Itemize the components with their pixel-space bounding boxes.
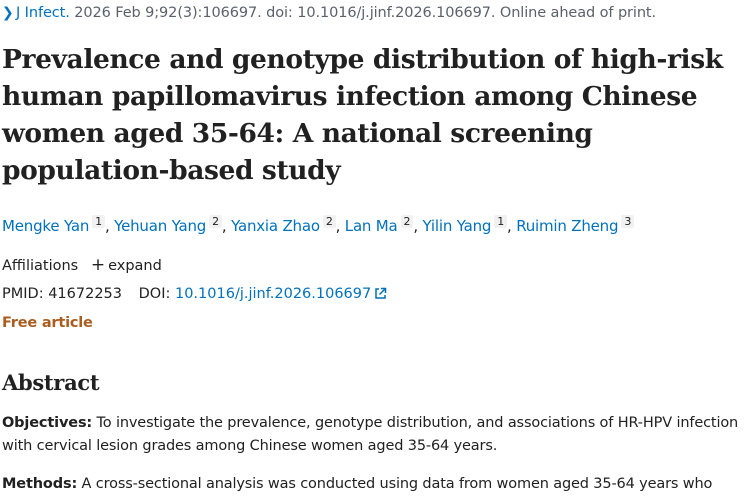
affiliation-ref[interactable]: 2 <box>322 215 336 228</box>
citation-line: ❯ J Infect. 2026 Feb 9;92(3):106697. doi:… <box>2 3 656 23</box>
separator: , <box>335 217 345 235</box>
author-list: Mengke Yan 1, Yehuan Yang 2, Yanxia Zhao 2,… <box>2 215 635 237</box>
affiliation-ref[interactable]: 1 <box>494 215 508 228</box>
affiliations-row: Affiliations + expand <box>2 255 162 276</box>
free-article-badge: Free article <box>2 315 93 331</box>
plus-icon: + <box>90 255 106 275</box>
affiliations-label: Affiliations <box>2 258 79 274</box>
journal-name: J Infect. <box>16 5 70 21</box>
author-link[interactable]: Mengke Yan <box>2 217 90 235</box>
abstract-methods: Methods: A cross-sectional analysis was … <box>2 473 742 496</box>
author-link[interactable]: Lan Ma <box>344 217 398 235</box>
author-link[interactable]: Ruimin Zheng <box>516 217 619 235</box>
affiliation-ref[interactable]: 2 <box>400 215 414 228</box>
pmid-value: 41672253 <box>48 286 123 302</box>
journal-link[interactable]: ❯ J Infect. <box>2 5 70 21</box>
section-label: Objectives: <box>2 415 93 431</box>
doi-label: DOI: <box>138 286 171 302</box>
expand-label: expand <box>108 258 162 274</box>
affiliation-ref[interactable]: 1 <box>92 215 105 228</box>
chevron-right-icon: ❯ <box>2 5 14 21</box>
separator: , <box>104 217 115 235</box>
doi-link[interactable]: 10.1016/j.jinf.2026.106697 <box>175 286 387 302</box>
affiliation-ref[interactable]: 2 <box>209 215 222 228</box>
author-link[interactable]: Yehuan Yang <box>114 217 207 235</box>
affiliation-ref[interactable]: 3 <box>621 215 635 228</box>
article-title: Prevalence and genotype distribution of … <box>2 44 723 186</box>
pmid-label: PMID: <box>2 286 44 302</box>
external-link-icon <box>374 286 387 306</box>
separator: , <box>507 217 517 235</box>
section-label: Methods: <box>2 476 78 492</box>
expand-affiliations-button[interactable]: + expand <box>90 255 162 275</box>
abstract-heading: Abstract <box>2 370 100 395</box>
section-text: To investigate the prevalence, genotype … <box>2 415 739 454</box>
separator: , <box>413 217 423 235</box>
author-link[interactable]: Yanxia Zhao <box>231 217 320 235</box>
author-link[interactable]: Yilin Yang <box>422 217 492 235</box>
citation-details: 2026 Feb 9;92(3):106697. doi: 10.1016/j.… <box>69 5 657 21</box>
abstract-objectives: Objectives: To investigate the prevalenc… <box>2 412 742 458</box>
section-text: A cross-sectional analysis was conducted… <box>77 476 713 492</box>
separator: , <box>221 217 232 235</box>
identifiers-row: PMID: 41672253 DOI: 10.1016/j.jinf.2026.… <box>2 284 387 306</box>
